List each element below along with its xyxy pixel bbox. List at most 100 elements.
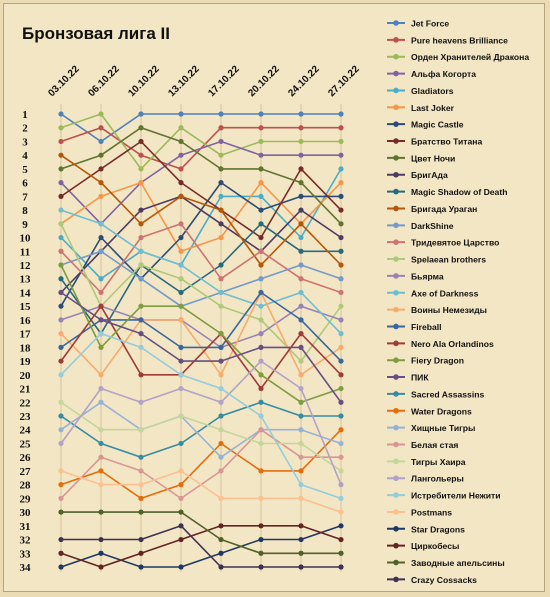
legend-item: Star Dragons (387, 524, 465, 534)
data-point (178, 248, 184, 254)
data-point (218, 495, 224, 501)
y-tick-label: 32 (20, 535, 32, 547)
data-point (298, 413, 304, 419)
data-point (138, 331, 144, 337)
series-line (60, 291, 342, 362)
legend-swatch-marker (393, 273, 399, 279)
data-point (178, 523, 184, 529)
data-point (258, 385, 264, 392)
data-point (258, 221, 264, 227)
legend-label: Истребители Нежити (411, 491, 501, 501)
data-point (58, 262, 64, 268)
data-point (218, 276, 224, 282)
y-tick-label: 12 (20, 260, 32, 272)
data-point (298, 550, 304, 556)
x-tick-label: 20.10.22 (246, 64, 282, 100)
legend-label: Лангольеры (411, 474, 464, 484)
series-line (60, 250, 342, 308)
y-tick-label: 8 (22, 205, 28, 217)
legend-label: Альфа Когорта (411, 69, 476, 79)
legend-label: Белая стая (411, 440, 458, 450)
data-point (338, 180, 344, 186)
data-point (338, 111, 344, 117)
legend-swatch-marker (393, 458, 399, 465)
y-tick-label: 16 (20, 315, 32, 327)
data-point (138, 152, 144, 158)
data-point (338, 331, 344, 337)
legend-item: Spelaean brothers (387, 255, 486, 265)
data-point (338, 399, 344, 405)
data-point (58, 248, 64, 254)
data-point (98, 550, 104, 556)
data-point (298, 564, 304, 570)
data-point (58, 509, 64, 515)
data-point (138, 344, 144, 350)
data-point (58, 221, 64, 227)
data-point (98, 454, 104, 460)
data-point (138, 234, 144, 241)
legend-item: БригАда (387, 170, 448, 180)
data-point (58, 344, 64, 350)
series-line (60, 264, 342, 404)
data-point (338, 454, 344, 460)
legend-label: Magic Castle (411, 120, 464, 130)
data-point (98, 372, 104, 378)
data-point (178, 166, 184, 172)
legend-swatch-marker (393, 188, 399, 195)
legend-item: Бьярма (387, 271, 444, 281)
data-point (98, 385, 104, 392)
data-point (258, 180, 264, 186)
data-point (298, 138, 304, 145)
y-tick-label: 17 (20, 329, 32, 341)
y-axis-ticks: 1234567891011121314151617181920212223242… (20, 109, 32, 574)
y-tick-label: 7 (22, 191, 28, 203)
data-point (338, 152, 344, 158)
legend-swatch-marker (393, 37, 399, 43)
legend-swatch-marker (393, 171, 399, 178)
data-point (98, 303, 104, 309)
series (58, 152, 344, 268)
data-point (218, 180, 224, 186)
data-point (298, 523, 304, 529)
data-point (58, 536, 64, 543)
legend-label: Jet Force (411, 19, 449, 29)
data-point (58, 372, 64, 378)
series-line (60, 401, 341, 459)
y-tick-label: 2 (22, 123, 28, 135)
legend-item: Jet Force (387, 19, 449, 29)
data-point (298, 482, 304, 488)
legend-label: Nero Ala Orlandinos (411, 339, 494, 349)
data-point (298, 152, 304, 158)
y-tick-label: 4 (22, 150, 28, 162)
legend-item: Альфа Когорта (387, 69, 476, 79)
legend-item: Цвет Ночи (387, 153, 455, 163)
data-point (138, 454, 144, 460)
data-point (98, 193, 104, 199)
data-point (338, 495, 344, 501)
data-point (178, 509, 184, 515)
legend-label: Postmans (411, 507, 452, 517)
legend-label: Spelaean brothers (411, 255, 486, 265)
legend-swatch-marker (393, 492, 399, 498)
data-point (58, 550, 64, 556)
data-point (138, 262, 144, 268)
series (58, 523, 344, 570)
data-point (258, 234, 264, 241)
data-point (258, 262, 264, 268)
data-point (178, 303, 184, 309)
series (58, 523, 344, 570)
data-point (258, 440, 264, 447)
series (58, 262, 344, 405)
data-point (338, 303, 344, 309)
data-point (258, 248, 264, 254)
data-point (58, 358, 64, 364)
data-point (218, 385, 224, 392)
legend-item: Fiery Dragon (387, 356, 464, 366)
legend-swatch-marker (393, 239, 399, 245)
data-point (138, 207, 144, 213)
data-point (178, 289, 184, 296)
chart-frame (3, 3, 545, 592)
legend-label: Fireball (411, 322, 442, 332)
series-line (60, 401, 342, 472)
data-point (218, 193, 224, 199)
